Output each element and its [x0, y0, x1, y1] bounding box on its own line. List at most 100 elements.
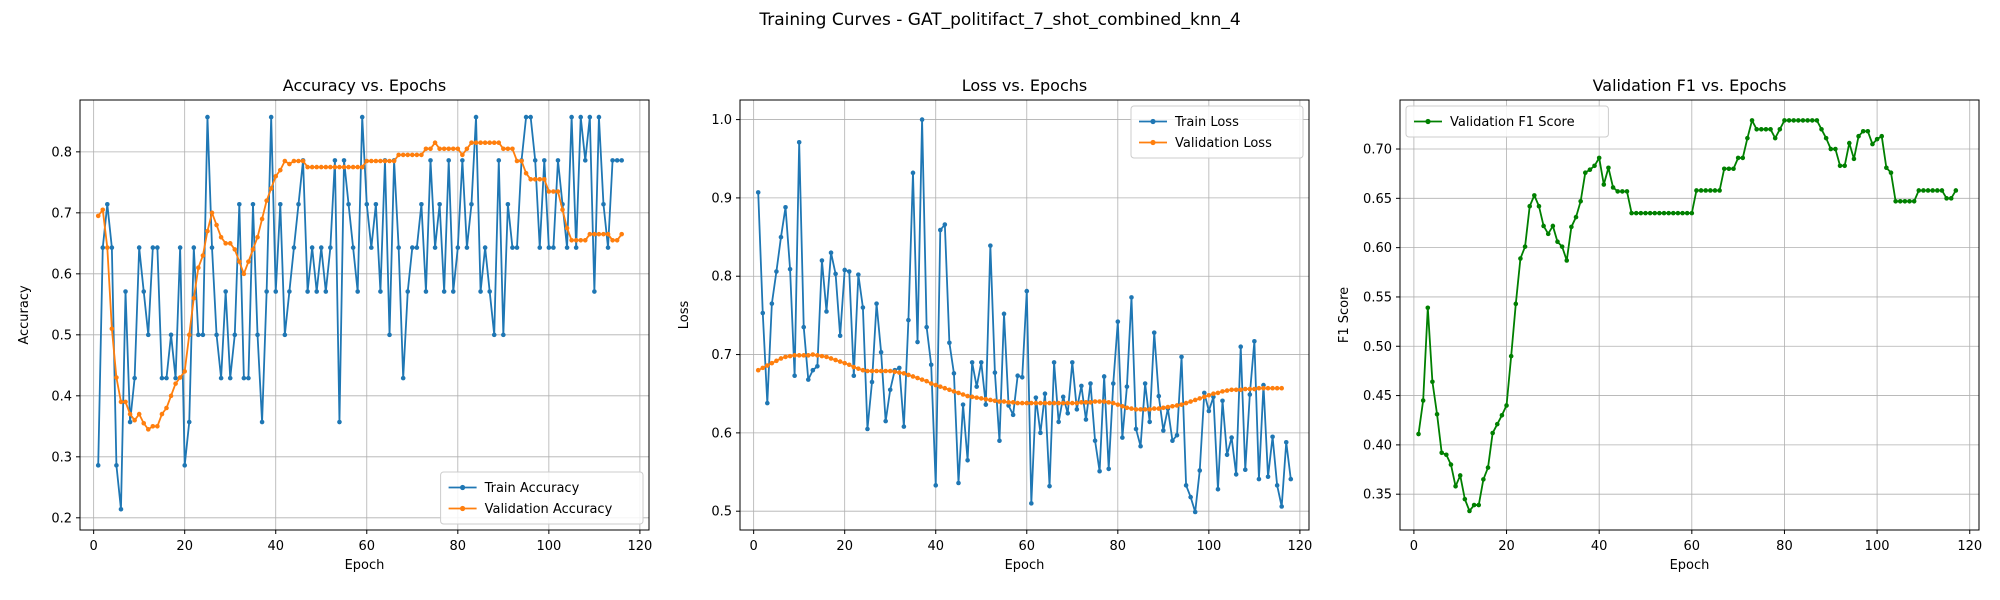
data-point [396, 152, 401, 158]
axes-frame [1399, 99, 1980, 531]
data-point [1261, 385, 1266, 391]
data-point [441, 146, 447, 152]
data-point [937, 227, 943, 233]
data-point [1151, 406, 1157, 411]
data-point [933, 483, 939, 488]
data-point [460, 152, 465, 158]
chart-title: Loss vs. Epochs [962, 76, 1087, 95]
data-point [1638, 210, 1644, 216]
legend-label: Train Accuracy [484, 481, 580, 496]
data-point [391, 158, 397, 164]
data-point [191, 245, 197, 250]
data-point [1211, 391, 1216, 397]
data-point [1197, 396, 1203, 401]
data-point [1120, 403, 1125, 409]
data-point [1457, 473, 1463, 478]
y-tick-label: 0.7 [711, 348, 732, 363]
data-point [1147, 407, 1152, 412]
data-point [1179, 354, 1184, 360]
x-tick-label: 20 [176, 539, 193, 554]
data-point [1518, 256, 1523, 261]
data-point [956, 480, 961, 486]
data-point [819, 353, 825, 359]
data-point [237, 202, 242, 207]
data-point [487, 289, 492, 294]
data-point [983, 396, 989, 402]
data-point [1569, 224, 1574, 230]
data-point [369, 245, 374, 250]
data-point [542, 158, 547, 163]
data-point [369, 158, 374, 164]
data-point [150, 245, 156, 250]
data-point [350, 164, 356, 170]
data-point [919, 117, 925, 122]
data-point [801, 324, 807, 330]
data-point [546, 245, 552, 250]
data-point [264, 289, 269, 294]
data-point [1165, 404, 1171, 410]
data-point [355, 289, 360, 294]
data-point [1174, 432, 1180, 438]
data-point [564, 245, 570, 250]
data-point [237, 259, 242, 264]
data-point [1179, 402, 1184, 407]
data-point [1242, 467, 1248, 472]
data-point [177, 375, 183, 380]
data-point [314, 289, 320, 294]
data-point [491, 332, 497, 338]
data-point [464, 245, 470, 250]
data-point [1270, 434, 1275, 440]
data-point [200, 253, 206, 258]
data-point [906, 317, 911, 323]
data-point [1202, 394, 1207, 400]
data-point [268, 114, 274, 120]
data-point [273, 289, 279, 294]
data-point [1047, 400, 1052, 406]
data-point [796, 353, 802, 358]
data-point [1088, 381, 1093, 386]
data-point [837, 333, 843, 339]
data-point [223, 241, 228, 246]
data-point [573, 237, 579, 243]
data-point [186, 332, 192, 338]
x-tick-label: 40 [267, 539, 284, 554]
data-point [787, 353, 793, 359]
data-point [1601, 182, 1607, 187]
data-point [1138, 443, 1143, 449]
data-point [132, 375, 137, 381]
data-point [596, 114, 602, 120]
data-point [1170, 403, 1175, 409]
legend-swatch-marker [1425, 118, 1431, 125]
data-point [145, 427, 151, 432]
data-point [1925, 188, 1931, 193]
data-point [778, 356, 784, 361]
data-point [446, 158, 452, 163]
data-point [1522, 244, 1528, 249]
data-point [924, 324, 929, 330]
data-point [373, 158, 379, 164]
data-point [505, 146, 511, 152]
data-point [1220, 398, 1225, 404]
data-point [1252, 386, 1257, 392]
data-point [1101, 374, 1107, 379]
data-point [355, 164, 360, 170]
data-point [1865, 128, 1871, 134]
data-point [792, 373, 797, 379]
data-point [1782, 118, 1787, 123]
data-point [341, 158, 347, 163]
data-point [246, 259, 251, 264]
data-point [1647, 210, 1653, 216]
x-tick-label: 120 [627, 539, 652, 554]
data-point [469, 202, 474, 207]
data-point [937, 384, 943, 389]
data-point [1156, 406, 1162, 411]
data-point [450, 146, 456, 152]
data-point [1430, 379, 1435, 385]
data-point [277, 167, 283, 173]
data-point [1490, 430, 1495, 436]
y-axis-label: Loss [677, 301, 692, 330]
data-point [1202, 390, 1207, 396]
data-point [250, 202, 256, 207]
data-point [1238, 387, 1244, 393]
data-point [1183, 483, 1189, 488]
